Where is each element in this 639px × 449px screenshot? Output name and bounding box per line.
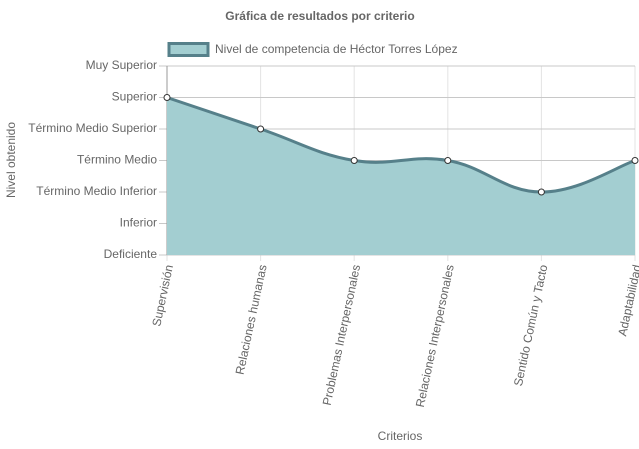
point bbox=[350, 157, 358, 164]
point bbox=[631, 157, 639, 164]
y-tick-label: Muy Superior bbox=[86, 58, 157, 72]
area bbox=[167, 97, 635, 255]
legend-swatch bbox=[167, 42, 210, 57]
x-tick-label: Relaciones humanas bbox=[233, 263, 270, 376]
legend-label: Nivel de competencia de Héctor Torres Ló… bbox=[215, 42, 458, 56]
x-tick-label: Problemas Interpersonales bbox=[320, 263, 364, 406]
x-axis-title: Criterios bbox=[378, 429, 423, 443]
chart-title: Gráfica de resultados por criterio bbox=[225, 9, 414, 23]
y-tick-label: Término Medio Inferior bbox=[36, 184, 157, 198]
x-tick-label: Relaciones Interpersonales bbox=[413, 263, 457, 408]
x-tick-label: Sentido Común y Tacto bbox=[511, 263, 551, 387]
y-tick-label: Superior bbox=[112, 90, 157, 104]
y-tick-label: Inferior bbox=[120, 216, 157, 230]
x-tick-label: Supervisión bbox=[149, 263, 176, 327]
y-axis-title: Nivel obtenido bbox=[4, 122, 18, 198]
y-tick-label: Deficiente bbox=[104, 247, 158, 261]
y-tick-label: Término Medio Superior bbox=[28, 121, 157, 135]
point bbox=[163, 94, 171, 101]
point bbox=[257, 125, 265, 133]
point bbox=[537, 188, 545, 196]
y-tick-label: Término Medio bbox=[77, 153, 157, 167]
x-tick-label: Adaptabilidad bbox=[615, 263, 639, 337]
point bbox=[444, 157, 452, 164]
line bbox=[166, 96, 636, 194]
